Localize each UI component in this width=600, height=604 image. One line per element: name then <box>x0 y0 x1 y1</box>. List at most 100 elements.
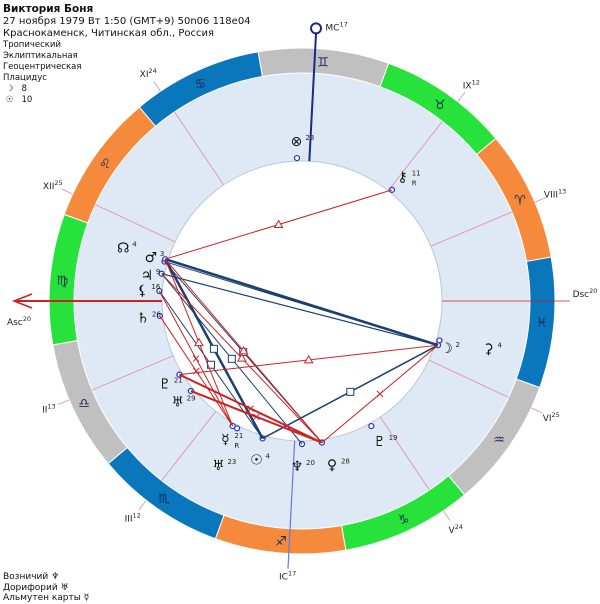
mc-circle-icon <box>310 22 323 35</box>
planet-lilith-icon: ⚸ <box>137 283 147 299</box>
planet-degree: 4 <box>266 453 271 461</box>
sextile-aspect-icon <box>247 405 255 412</box>
house-cusp-line <box>161 411 217 481</box>
house-label: VI25 <box>543 411 560 424</box>
sextile-aspect-icon <box>253 413 260 421</box>
house-cusp-line <box>95 204 176 243</box>
planet-point <box>233 425 241 432</box>
sign-glyph-icon: ♊ <box>317 55 329 70</box>
planet-degree: 21 <box>174 376 183 384</box>
sign-glyph-icon: ♋ <box>195 77 207 92</box>
coordinate-type: Эклиптикальная <box>3 51 78 61</box>
planet-venus-icon: ♀ <box>327 457 337 473</box>
charioteer: Возничий ♆ <box>3 572 60 582</box>
planet-degree: 19 <box>389 434 398 442</box>
chart-footer: Возничий ♆ Дорифорий ♅ Альмутен карты ☿ <box>3 572 89 604</box>
house-label: V24 <box>449 523 463 536</box>
planet-degree: 9 <box>156 268 160 276</box>
planet-degree: 16 <box>151 283 160 291</box>
planet-degree: 23 <box>227 458 236 466</box>
planet-point <box>293 154 301 162</box>
house-degree: 24 <box>455 523 463 531</box>
house-degree: 17 <box>339 20 347 28</box>
sign-glyph-icon: ♏ <box>158 492 170 507</box>
house-label: Dsc20 <box>573 287 598 300</box>
house-cusp-tick <box>443 510 451 521</box>
house-cusp-tick <box>457 91 466 102</box>
square-aspect-icon <box>346 387 355 396</box>
ruler-moon: ☽ 8 <box>5 84 27 94</box>
sign-glyph-icon: ♒ <box>493 433 505 448</box>
sextile-aspect-icon <box>192 355 200 362</box>
house-degree: 12 <box>472 78 480 86</box>
planet-degree: 3 <box>160 250 164 258</box>
house-cusp-tick <box>531 407 543 414</box>
planet-degree: 2 <box>456 341 460 349</box>
planet-degree: 11 <box>412 170 421 178</box>
house-cusp-line <box>430 211 513 247</box>
retrograde-mark: R <box>234 442 239 450</box>
asc-arrow-icon <box>11 293 33 309</box>
angle-line-ic <box>287 440 296 569</box>
birth-place: Краснокаменск, Читинская обл., Россия <box>3 28 214 39</box>
planet-mars-icon: ♂ <box>145 250 158 266</box>
house-degree: 13 <box>47 402 55 410</box>
house-cusp-line <box>379 416 430 491</box>
trine-aspect-icon <box>238 345 249 355</box>
house-cusp-tick <box>534 197 547 203</box>
trine-aspect-icon <box>273 219 284 229</box>
planet-degree: 23 <box>305 134 314 142</box>
house-label: MC17 <box>325 20 347 33</box>
house-degree: 20 <box>589 287 597 295</box>
planet-chiron-icon: ⚷ <box>398 170 408 186</box>
trine-aspect-icon <box>236 353 247 362</box>
house-label: II13 <box>42 402 56 415</box>
zodiac-type: Тропический <box>3 40 61 50</box>
doryphory: Дорифорий ♅ <box>3 582 69 593</box>
house-degree: 25 <box>54 179 62 187</box>
almuten: Альмутен карты ☿ <box>3 593 90 603</box>
planet-neptune-icon: ♆ <box>291 459 304 475</box>
planet-degree: 26 <box>152 311 161 319</box>
planet-saturn-icon: ♄ <box>137 311 150 327</box>
house-label: III12 <box>125 512 141 525</box>
retrograde-mark: R <box>412 180 417 188</box>
planet-degree: 29 <box>187 395 196 403</box>
sextile-aspect-icon <box>376 390 384 398</box>
house-cusp-line <box>428 359 509 398</box>
planet-moon-icon: ☽ <box>440 341 453 357</box>
house-degree: 13 <box>558 188 566 196</box>
chart-options: Тропический Эклиптикальная Геоцентрическ… <box>3 40 81 106</box>
planet-sun-icon: ☉ <box>250 453 263 469</box>
planet-fortune-icon: ⊗ <box>291 134 303 150</box>
planet-proserpina-icon: ♇ <box>373 434 386 450</box>
house-system: Плацидус <box>3 73 47 83</box>
center-type: Геоцентрическая <box>3 62 82 72</box>
planet-jupiter-icon: ♃ <box>141 268 154 284</box>
aspect-line-opposition <box>164 261 439 346</box>
house-cusp-line <box>91 355 174 391</box>
planet-point <box>436 337 443 344</box>
planet-selena-icon: ⚳ <box>483 341 493 357</box>
sign-glyph-icon: ♑ <box>398 513 410 528</box>
house-degree: 20 <box>23 315 31 323</box>
house-cusp-tick <box>153 81 161 92</box>
chart-header: Виктория Боня 27 ноября 1979 Вт 1:50 (GM… <box>3 3 251 40</box>
planet-point <box>368 422 375 430</box>
house-label: VIII13 <box>544 188 566 201</box>
birth-datetime: 27 ноября 1979 Вт 1:50 (GMT+9) 50n06 118… <box>3 16 251 27</box>
square-aspect-icon <box>227 354 236 363</box>
planet-degree: 4 <box>132 241 137 249</box>
sign-glyph-icon: ♌ <box>99 157 111 172</box>
house-cusp-tick <box>57 399 70 405</box>
square-aspect-icon <box>209 344 218 353</box>
sign-glyph-icon: ♓ <box>536 316 548 331</box>
house-cusp-line <box>387 121 443 191</box>
planet-mercury-icon: ☿ <box>221 432 230 448</box>
planet-uranus2-icon: ♅ <box>171 395 184 411</box>
sign-glyph-icon: ♉ <box>434 98 446 113</box>
aspect-line-opposition <box>161 273 439 346</box>
trine-aspect-icon <box>303 354 314 364</box>
sign-glyph-icon: ♈ <box>514 193 526 208</box>
